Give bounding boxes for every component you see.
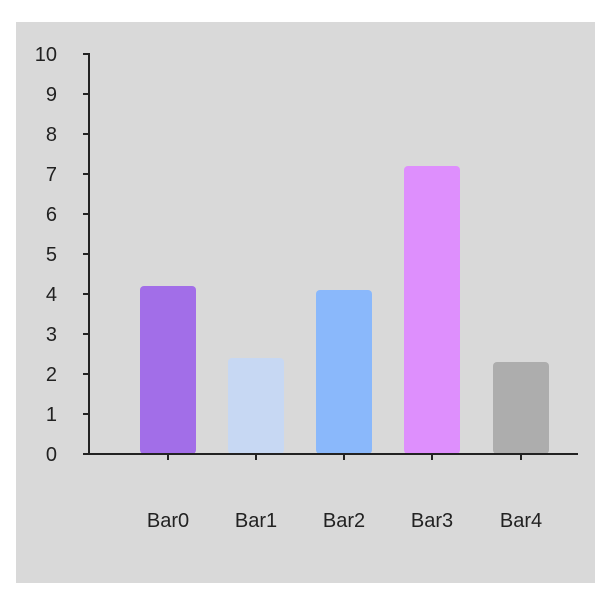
bar-bar3 xyxy=(404,166,460,454)
y-tick-label-0: 0 xyxy=(46,444,57,466)
y-tick-label-3: 3 xyxy=(46,324,57,346)
y-tick-label-4: 4 xyxy=(46,284,57,306)
y-tick-label-1: 1 xyxy=(46,404,57,426)
bars-layer xyxy=(140,166,549,454)
chart-panel xyxy=(16,22,595,583)
x-tick-label-bar2: Bar2 xyxy=(323,510,365,532)
y-tick-label-2: 2 xyxy=(46,364,57,386)
bar-bar4 xyxy=(493,362,549,454)
x-tick-label-bar0: Bar0 xyxy=(147,510,189,532)
bar-bar0 xyxy=(140,286,196,454)
x-ticks: Bar0 Bar1 Bar2 Bar3 Bar4 xyxy=(147,454,542,532)
x-tick-label-bar3: Bar3 xyxy=(411,510,453,532)
bar-bar1 xyxy=(228,358,284,454)
y-tick-label-10: 10 xyxy=(35,44,57,66)
y-tick-label-6: 6 xyxy=(46,204,57,226)
y-ticks: 0 1 2 3 4 5 6 7 8 9 10 xyxy=(35,44,89,466)
bar-bar2 xyxy=(316,290,372,454)
y-tick-label-9: 9 xyxy=(46,84,57,106)
x-tick-label-bar1: Bar1 xyxy=(235,510,277,532)
y-tick-label-8: 8 xyxy=(46,124,57,146)
y-tick-label-7: 7 xyxy=(46,164,57,186)
x-tick-label-bar4: Bar4 xyxy=(500,510,542,532)
y-tick-label-5: 5 xyxy=(46,244,57,266)
